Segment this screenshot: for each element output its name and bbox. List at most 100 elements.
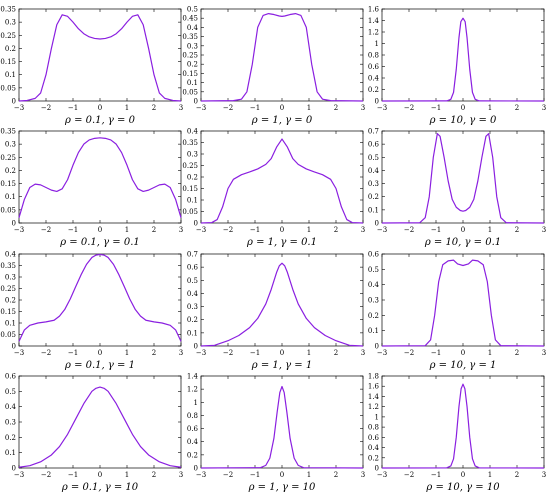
x-tick-label: −1 bbox=[431, 349, 441, 357]
x-tick-label: 2 bbox=[334, 349, 338, 357]
subplot-caption: ρ = 10, γ = 1 bbox=[429, 360, 497, 371]
x-tick-label: 1 bbox=[307, 226, 311, 234]
x-tick-label: 0 bbox=[461, 349, 465, 357]
x-tick-label: 0 bbox=[98, 226, 102, 234]
y-tick-label: 1 bbox=[375, 413, 379, 421]
y-tick-label: 0.35 bbox=[0, 262, 16, 270]
subplot-caption: ρ = 0.1, γ = 1 bbox=[64, 360, 135, 371]
y-tick-label: 0.2 bbox=[5, 297, 16, 305]
x-tick-label: 3 bbox=[179, 104, 183, 112]
y-tick-label: 0.25 bbox=[0, 32, 16, 40]
x-tick-label: −2 bbox=[223, 226, 233, 234]
y-tick-label: 0.1 bbox=[187, 329, 198, 337]
x-tick-label: −3 bbox=[377, 226, 387, 234]
plot-frame bbox=[200, 8, 364, 102]
y-tick-label: 0.7 bbox=[187, 251, 198, 259]
y-tick-label: 0.4 bbox=[368, 281, 380, 289]
subplot-caption: ρ = 10, γ = 10 bbox=[425, 482, 500, 493]
y-tick-label: 0.4 bbox=[187, 128, 199, 136]
x-tick-label: 3 bbox=[179, 349, 183, 357]
y-tick-label: 0.3 bbox=[368, 297, 379, 305]
x-tick-label: 2 bbox=[515, 104, 519, 112]
x-tick-label: −3 bbox=[377, 471, 387, 479]
y-tick-label: 0 bbox=[12, 220, 16, 228]
x-tick-label: −3 bbox=[14, 471, 24, 479]
x-tick-label: 0 bbox=[461, 471, 465, 479]
subplot-12: −3 −2 −1 0 1 2 3 0 0.2 0.4 0.6 0.8 1 1.2 1.4 1.6 1.8 ρ = … bbox=[368, 373, 546, 494]
x-tick-label: −3 bbox=[377, 104, 387, 112]
y-tick-label: 0.25 bbox=[0, 285, 16, 293]
x-tick-label: −2 bbox=[404, 226, 414, 234]
density-curve bbox=[18, 14, 182, 102]
x-tick-label: −2 bbox=[404, 349, 414, 357]
x-tick-label: 1 bbox=[307, 349, 311, 357]
y-tick-label: 0.1 bbox=[187, 79, 198, 87]
subplot-caption: ρ = 1, γ = 0.1 bbox=[246, 237, 317, 248]
y-tick-label: 0 bbox=[12, 465, 16, 473]
x-tick-label: 2 bbox=[334, 104, 338, 112]
subplot-1: −3 −2 −1 0 1 2 3 0 0.05 0.1 0.15 0.2 0.25 0.3 0.35 ρ = … bbox=[0, 6, 183, 127]
x-tick-label: −3 bbox=[196, 471, 206, 479]
plot-frame bbox=[200, 130, 364, 224]
subplot-6: −3 −2 −1 0 1 2 3 0 0.1 0.2 0.3 0.4 0.5 0.6 0.7 ρ = 10, … bbox=[368, 128, 546, 249]
x-tick-label: 3 bbox=[542, 471, 546, 479]
x-tick-label: 3 bbox=[361, 349, 365, 357]
density-curve bbox=[381, 133, 545, 224]
x-tick-label: 1 bbox=[125, 349, 129, 357]
y-tick-label: 0.3 bbox=[5, 419, 16, 427]
x-tick-label: 3 bbox=[542, 349, 546, 357]
y-tick-label: 0.05 bbox=[0, 331, 16, 339]
y-tick-label: 0.1 bbox=[368, 206, 379, 214]
x-tick-label: 1 bbox=[125, 104, 129, 112]
y-tick-label: 0.2 bbox=[187, 316, 198, 324]
x-tick-label: 0 bbox=[280, 471, 284, 479]
y-tick-label: 0.2 bbox=[5, 167, 16, 175]
y-tick-label: 0.2 bbox=[187, 174, 198, 182]
y-tick-label: 1.4 bbox=[187, 373, 199, 381]
x-tick-label: 3 bbox=[542, 226, 546, 234]
x-tick-label: 3 bbox=[179, 226, 183, 234]
y-tick-label: 0.1 bbox=[5, 193, 16, 201]
plot-frame bbox=[200, 375, 364, 469]
y-tick-label: 0.4 bbox=[5, 403, 17, 411]
y-tick-label: 0.15 bbox=[182, 70, 198, 78]
subplot-caption: ρ = 1, γ = 10 bbox=[248, 482, 316, 493]
y-tick-label: 0.2 bbox=[5, 45, 16, 53]
y-tick-label: 1.6 bbox=[368, 6, 380, 14]
y-tick-label: 0.35 bbox=[182, 139, 198, 147]
y-tick-label: 0.6 bbox=[187, 425, 199, 433]
x-tick-label: 2 bbox=[515, 226, 519, 234]
density-curve bbox=[200, 13, 364, 102]
plot-frame bbox=[381, 8, 545, 102]
y-tick-label: 0.3 bbox=[5, 141, 16, 149]
subplot-caption: ρ = 1, γ = 1 bbox=[251, 360, 312, 371]
y-tick-label: 0 bbox=[194, 343, 198, 351]
x-tick-label: −1 bbox=[68, 471, 78, 479]
plot-frame bbox=[381, 375, 545, 469]
x-tick-label: 1 bbox=[125, 471, 129, 479]
y-tick-label: 0.25 bbox=[182, 162, 198, 170]
y-tick-label: 0 bbox=[12, 98, 16, 106]
y-tick-label: 0.8 bbox=[368, 424, 379, 432]
x-tick-label: 3 bbox=[542, 104, 546, 112]
x-tick-label: −3 bbox=[196, 104, 206, 112]
x-tick-label: 2 bbox=[152, 349, 156, 357]
y-tick-label: 0.5 bbox=[368, 154, 379, 162]
density-curve bbox=[18, 253, 182, 342]
x-tick-label: 2 bbox=[334, 471, 338, 479]
y-tick-label: 0 bbox=[194, 220, 198, 228]
x-tick-label: −2 bbox=[404, 104, 414, 112]
y-tick-label: 0.15 bbox=[0, 58, 16, 66]
y-tick-label: 1.4 bbox=[368, 393, 380, 401]
y-tick-label: 0.1 bbox=[187, 197, 198, 205]
subplot-caption: ρ = 0.1, γ = 10 bbox=[61, 482, 139, 493]
y-tick-label: 1 bbox=[375, 40, 379, 48]
y-tick-label: 0.1 bbox=[5, 449, 16, 457]
y-tick-label: 1 bbox=[194, 399, 198, 407]
x-tick-label: −2 bbox=[404, 471, 414, 479]
y-tick-label: 0.2 bbox=[368, 193, 379, 201]
y-tick-label: 0.3 bbox=[368, 180, 379, 188]
x-tick-label: −2 bbox=[223, 104, 233, 112]
y-tick-label: 0.15 bbox=[182, 185, 198, 193]
y-tick-label: 0.6 bbox=[368, 63, 380, 71]
